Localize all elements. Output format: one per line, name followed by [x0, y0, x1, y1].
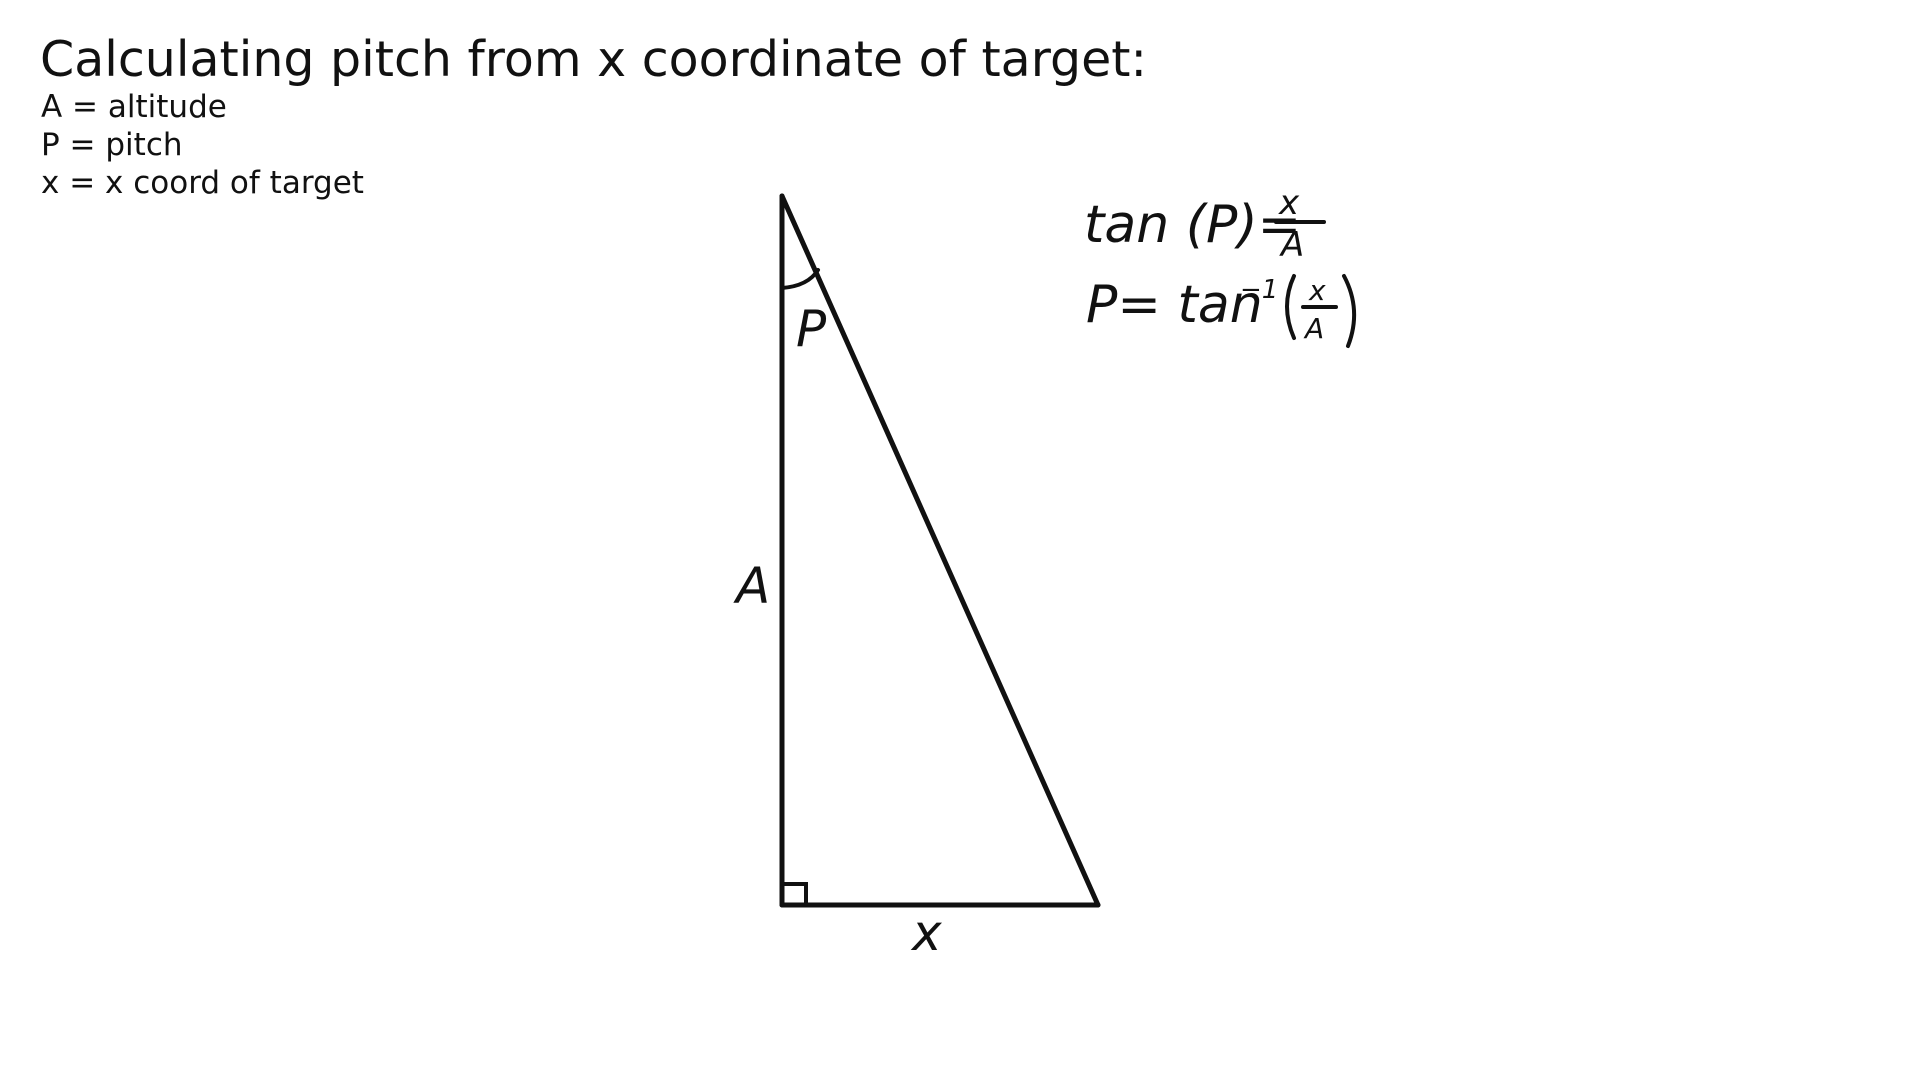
pitch-angle-arc	[780, 268, 820, 290]
legend: A = altitude P = pitch x = x coord of ta…	[41, 88, 364, 202]
equation-arctan: P= tan −1 x A	[1086, 274, 1357, 348]
equation-arctan-right-paren	[1342, 274, 1357, 348]
equation-arctan-numerator: x	[1308, 274, 1326, 307]
legend-item-x-coord: x = x coord of target	[41, 165, 364, 201]
legend-item-altitude: A = altitude	[41, 89, 227, 125]
hypotenuse	[779, 193, 1101, 908]
pitch-angle-label: P	[796, 300, 827, 358]
equation-tan-numerator: x	[1278, 183, 1300, 223]
legend-item-pitch: P = pitch	[41, 127, 183, 163]
x-side-label: x	[910, 904, 942, 962]
right-angle-marker	[780, 882, 808, 907]
equation-tan-denominator: A	[1279, 225, 1304, 265]
equation-tan: tan (P)= x A	[1084, 183, 1326, 265]
altitude-side-label: A	[733, 557, 770, 615]
equation-arctan-left-paren	[1285, 274, 1296, 340]
equation-tan-lhs: tan (P)=	[1084, 195, 1301, 255]
equation-arctan-lhs: P= tan	[1086, 275, 1263, 335]
equation-arctan-exponent: −1	[1240, 275, 1278, 305]
equation-arctan-denominator: A	[1303, 312, 1324, 345]
page-title: Calculating pitch from x coordinate of t…	[40, 31, 1147, 88]
